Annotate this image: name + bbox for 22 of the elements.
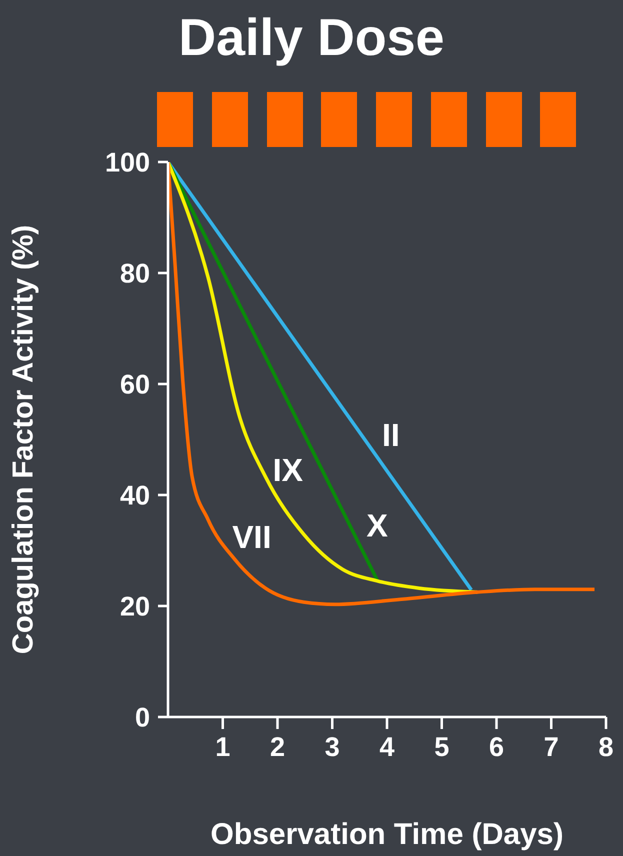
y-tick-label: 60 (120, 370, 150, 400)
y-axis-title: Coagulation Factor Activity (%) (7, 224, 40, 654)
y-tick-label: 0 (134, 702, 150, 733)
x-tick-label: 7 (544, 732, 559, 762)
y-tick-label: 40 (120, 480, 150, 511)
series-label: VII (232, 518, 272, 555)
x-tick-label: 5 (434, 732, 450, 762)
series-label: II (382, 416, 400, 453)
chart-title: Daily Dose (178, 8, 446, 68)
series-label: X (366, 507, 388, 544)
y-tick-label: 20 (120, 592, 150, 622)
y-tick-label: 100 (104, 148, 150, 178)
x-tick-label: 6 (488, 732, 504, 762)
line-series (168, 162, 596, 606)
x-tick-label: 3 (324, 732, 340, 762)
x-tick-label: 2 (270, 732, 286, 762)
x-tick-label: 8 (598, 732, 614, 762)
x-tick-label: 4 (379, 732, 395, 762)
series-label: IX (272, 452, 304, 488)
x-tick-label: 1 (215, 732, 230, 762)
y-tick-label: 80 (120, 258, 150, 289)
x-axis-title: Observation Time (Days) (210, 818, 564, 851)
